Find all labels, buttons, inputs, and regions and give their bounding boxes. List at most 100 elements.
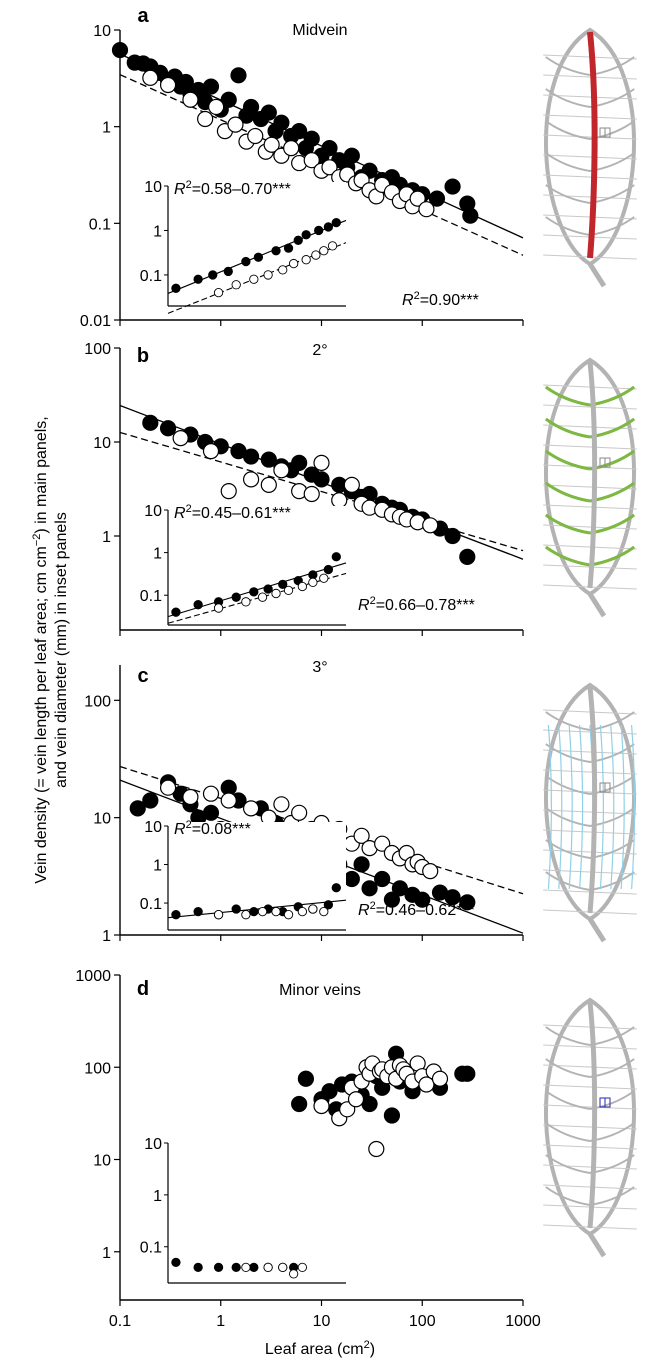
leaf-midvein — [587, 361, 598, 589]
leaf-secondary-vein — [545, 184, 591, 204]
inset-point-filled — [213, 1262, 224, 1273]
y-tick-label: 1 — [102, 120, 111, 137]
inset-point-filled — [171, 1257, 181, 1268]
inset-y-tick-label: 10 — [144, 179, 162, 196]
panel-letter: d — [137, 978, 149, 1000]
panel-letter: a — [137, 5, 149, 27]
leaf-secondary-vein — [545, 807, 591, 827]
leaf-secondary-vein — [545, 775, 591, 795]
leaf-minor-vein — [543, 134, 637, 140]
leaf-secondary-vein — [544, 417, 591, 439]
point-open — [273, 796, 290, 813]
point-open — [142, 69, 159, 86]
panel-title: Minor veins — [279, 982, 361, 999]
inset-point-open — [297, 906, 308, 917]
point-open — [418, 1076, 435, 1093]
inset-point-filled — [263, 584, 273, 594]
point-open — [303, 152, 320, 169]
point-open — [422, 863, 439, 880]
panel-c: 1 10 100 c 3° 0.1 1 10 R2=0.08*** R2=0.46–0.62*** — [84, 659, 637, 945]
inset-point-filled — [231, 592, 241, 602]
leaf-secondary-vein — [544, 481, 591, 503]
inset-y-tick-label: 1 — [153, 858, 162, 875]
inset-point-filled — [323, 564, 334, 575]
regression-line-open — [119, 431, 524, 552]
point-open — [242, 471, 260, 488]
y-tick-label: 10 — [93, 1153, 111, 1170]
inset-point-filled — [193, 274, 203, 284]
inset-a: 0.1 1 10 — [140, 179, 347, 314]
inset-point-open — [241, 1262, 251, 1273]
leaf-minor-vein — [543, 829, 637, 835]
point-filled — [260, 104, 277, 121]
inset-point-filled — [249, 587, 259, 597]
inset-point-filled — [253, 252, 264, 262]
point-open — [159, 779, 177, 796]
inset-point-filled — [193, 1262, 203, 1273]
panel-title: Midvein — [292, 22, 347, 39]
inset-point-filled — [278, 579, 288, 589]
inset-point-open — [278, 1262, 288, 1273]
point-open — [220, 792, 237, 809]
leaf-secondary-vein — [545, 711, 591, 731]
point-open — [343, 476, 360, 493]
inset-point-open — [241, 910, 251, 920]
point-open — [313, 454, 330, 471]
leaf-minor-vein — [543, 404, 637, 410]
point-open — [422, 517, 439, 534]
point-filled — [242, 98, 260, 116]
y-tick-label: 1 — [102, 529, 111, 546]
leaf-tertiary-vein — [599, 724, 604, 890]
point-open — [303, 485, 320, 503]
panel-title: 2° — [312, 342, 327, 359]
point-filled — [142, 792, 159, 809]
inset-point-open — [283, 910, 294, 920]
point-open — [220, 483, 237, 500]
point-filled — [459, 894, 476, 911]
point-open — [242, 800, 260, 817]
inset-point-filled — [293, 235, 303, 245]
leaf-secondary-vein — [545, 1186, 591, 1206]
leaf-minor-vein — [543, 174, 637, 180]
inset-point-open — [308, 577, 318, 588]
y-tick-label: 0.1 — [89, 216, 111, 233]
leaf-tertiary-icon — [543, 682, 637, 943]
inset-point-open — [257, 906, 268, 917]
leaf-minor-vein — [543, 1064, 637, 1070]
point-filled — [428, 190, 446, 207]
point-open — [197, 110, 214, 128]
point-open — [208, 98, 225, 116]
leaf-minor-vein — [543, 1144, 637, 1150]
point-open — [409, 190, 426, 207]
panel-letter: b — [137, 345, 149, 367]
panel-a: 0.01 0.1 1 10 a Midvein 0.1 1 10 R2=0.58–0.70*** R… — [80, 5, 637, 330]
y-tick-label: 10 — [93, 435, 111, 452]
x-tick-label: 1000 — [505, 1313, 541, 1330]
leaf-petiole — [587, 1232, 607, 1258]
point-open — [368, 1140, 385, 1158]
inset-point-filled — [301, 230, 311, 240]
point-filled — [391, 880, 408, 897]
inset-point-open — [311, 250, 321, 260]
leaf-secondary-vein — [545, 120, 591, 140]
leaf-minor-vein — [543, 464, 637, 470]
inset-y-tick-label: 0.1 — [140, 1240, 162, 1257]
inset-point-open — [297, 1262, 308, 1273]
point-filled — [111, 41, 129, 59]
leaf-minor-vein — [543, 504, 637, 510]
y-tick-label: 10 — [93, 811, 111, 828]
leaf-minor-vein — [543, 484, 637, 490]
inset-point-filled — [283, 243, 294, 253]
leaf-midvein — [587, 686, 598, 914]
point-filled — [343, 147, 360, 164]
inset-point-open — [231, 280, 241, 290]
point-open — [283, 140, 300, 157]
point-filled — [202, 804, 220, 821]
leaf-minor-vein — [543, 789, 637, 795]
inset-point-open — [319, 906, 329, 917]
leaf-minor-vein — [543, 1164, 637, 1170]
inset-point-filled — [193, 906, 203, 917]
leaf-secondary-vein — [544, 449, 591, 471]
point-open — [172, 430, 189, 447]
inset-point-open — [278, 265, 288, 275]
